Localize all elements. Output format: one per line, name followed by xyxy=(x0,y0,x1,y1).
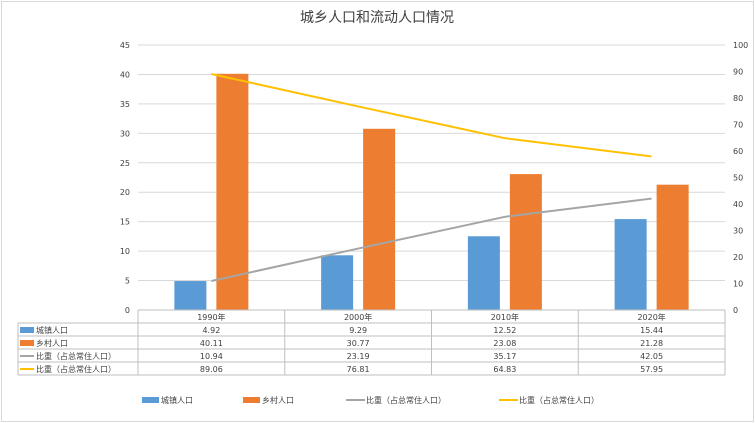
legend-label: 比重（占总常住人口） xyxy=(366,395,446,405)
y2-tick-label: 80 xyxy=(733,94,743,103)
bar-rural xyxy=(363,128,396,310)
y-tick-label: 10 xyxy=(120,247,130,256)
y2-tick-label: 30 xyxy=(733,227,743,236)
table-cell: 42.05 xyxy=(640,352,663,361)
legend-label: 比重（占总常住人口） xyxy=(519,395,599,405)
y-tick-label: 20 xyxy=(120,188,130,197)
y-tick-label: 40 xyxy=(120,70,130,79)
table-legend-key xyxy=(20,327,34,333)
table-header-cell: 2010年 xyxy=(491,312,519,322)
table-cell: 89.06 xyxy=(200,365,223,374)
table-cell: 15.44 xyxy=(640,326,663,335)
y2-tick-label: 100 xyxy=(733,41,748,50)
table-cell: 12.52 xyxy=(493,326,516,335)
table-cell: 9.29 xyxy=(349,326,367,335)
table-cell: 64.83 xyxy=(493,365,516,374)
bar-rural xyxy=(509,174,542,310)
table-header-cell: 2020年 xyxy=(637,312,665,322)
table-cell: 23.08 xyxy=(493,339,516,348)
table-row-label: 比重（占总常住人口） xyxy=(36,364,116,374)
chart-title: 城乡人口和流动人口情况 xyxy=(300,10,454,26)
table-cell: 4.92 xyxy=(202,326,220,335)
table-row-label: 比重（占总常住人口） xyxy=(36,351,116,361)
table-cell: 57.95 xyxy=(640,365,663,374)
y2-tick-label: 90 xyxy=(733,68,743,77)
y2-tick-label: 0 xyxy=(733,306,738,315)
y2-tick-label: 50 xyxy=(733,174,743,183)
y2-tick-label: 10 xyxy=(733,280,743,289)
table-cell: 40.11 xyxy=(200,339,223,348)
bar-rural xyxy=(216,73,249,311)
bar-urban xyxy=(614,219,647,310)
line-series-2 xyxy=(211,197,652,282)
y-tick-label: 5 xyxy=(125,277,130,286)
y-tick-label: 25 xyxy=(120,159,130,168)
table-cell: 10.94 xyxy=(200,352,223,361)
table-cell: 76.81 xyxy=(347,365,370,374)
y-tick-label: 35 xyxy=(120,100,130,109)
legend-label: 城镇人口 xyxy=(161,395,193,405)
table-header-cell: 1990年 xyxy=(197,312,225,322)
bar-rural xyxy=(656,184,689,310)
y-tick-label: 45 xyxy=(120,41,130,50)
table-cell: 21.28 xyxy=(640,339,663,348)
table-row-label: 城镇人口 xyxy=(36,325,68,335)
y2-tick-label: 20 xyxy=(733,253,743,262)
table-cell: 30.77 xyxy=(347,339,370,348)
bar-urban xyxy=(467,236,500,310)
legend-label: 乡村人口 xyxy=(262,395,294,405)
legend-key xyxy=(243,397,260,403)
y-tick-label: 0 xyxy=(125,306,130,315)
bar-urban xyxy=(321,255,354,310)
table-header-cell: 2000年 xyxy=(344,312,372,322)
table-row-label: 乡村人口 xyxy=(36,338,68,348)
y-tick-label: 30 xyxy=(120,129,130,138)
line-series-3 xyxy=(211,73,652,158)
table-cell: 23.19 xyxy=(347,352,370,361)
y-tick-label: 15 xyxy=(120,218,130,227)
y2-tick-label: 40 xyxy=(733,200,743,209)
bar-urban xyxy=(174,281,207,310)
table-legend-key xyxy=(20,340,34,346)
y2-tick-label: 70 xyxy=(733,121,743,130)
y2-tick-label: 60 xyxy=(733,147,743,156)
table-cell: 35.17 xyxy=(493,352,516,361)
legend-key xyxy=(142,397,159,403)
